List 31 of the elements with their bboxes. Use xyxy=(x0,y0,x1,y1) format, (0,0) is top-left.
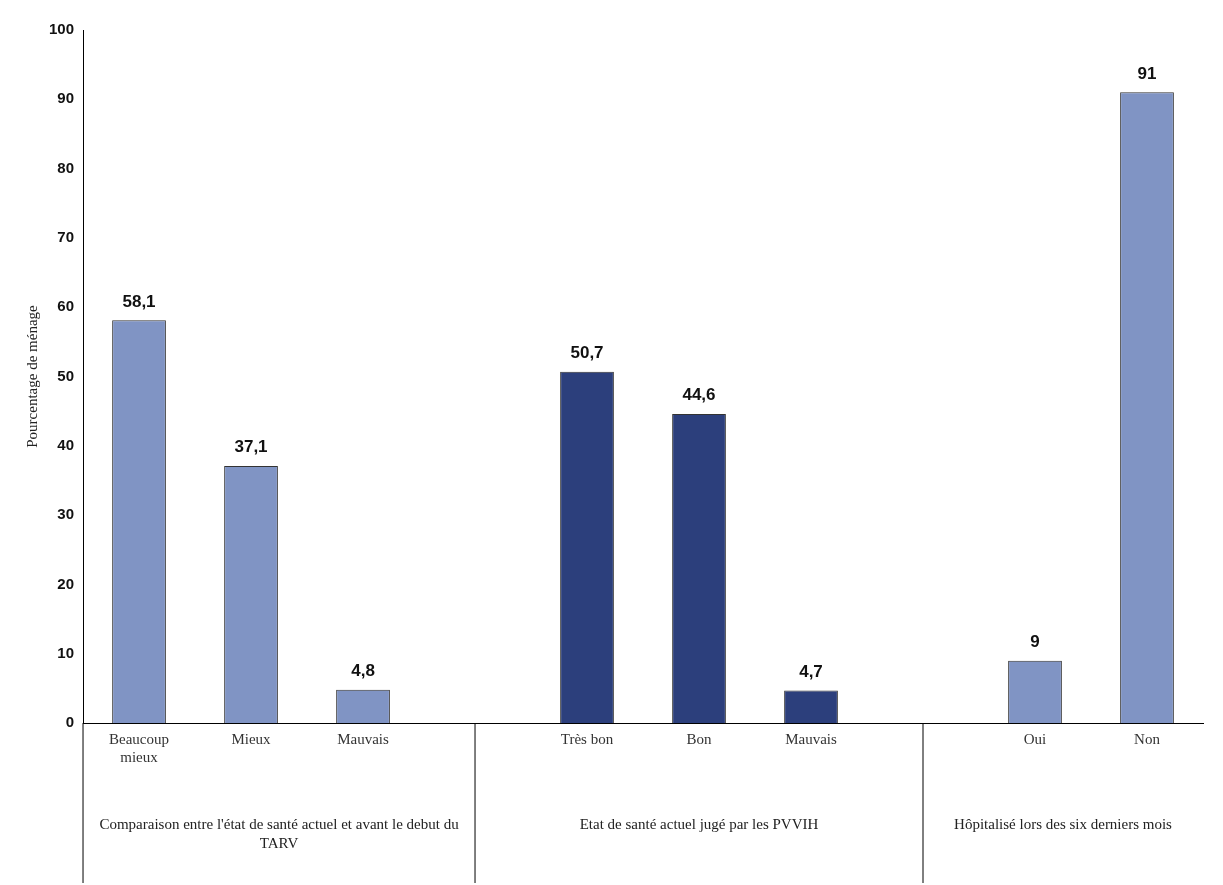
y-tick-label: 20 xyxy=(57,574,75,592)
y-tick-label: 50 xyxy=(57,366,75,384)
x-tick-label: Bon xyxy=(686,730,713,747)
text: Etat de santé actuel jugé par les PVVIH xyxy=(579,816,819,833)
data-label: 37,1 xyxy=(234,437,268,457)
text: Hôpitalisé lors des six derniers mois xyxy=(954,816,1173,833)
x-tick-label: Beaucoup mieux xyxy=(109,730,170,765)
text: Comparaison entre l'état de santé actuel et avant le debut du TARV xyxy=(99,816,460,852)
x-tick-label: Non xyxy=(1134,730,1161,747)
x-tick-label: Mauvais xyxy=(337,730,389,747)
data-label: 4,8 xyxy=(351,660,375,680)
y-tick-label: 0 xyxy=(65,713,75,731)
y-axis-title: Pourcentage de ménage xyxy=(23,304,40,448)
y-tick-label: 40 xyxy=(57,435,75,453)
x-tick-label: Mauvais xyxy=(785,730,837,747)
data-label: 4,7 xyxy=(799,661,823,681)
data-label: 44,6 xyxy=(682,385,716,405)
data-label: 9 xyxy=(1030,631,1040,651)
y-tick-label: 80 xyxy=(57,158,75,176)
data-label: 91 xyxy=(1137,63,1157,83)
x-tick-label: Mieux xyxy=(231,730,272,747)
data-label: 58,1 xyxy=(122,291,156,311)
y-tick-label: 70 xyxy=(57,228,75,246)
y-tick-label: 30 xyxy=(57,505,75,523)
y-tick-label: 10 xyxy=(57,643,75,661)
y-tick-label: 60 xyxy=(57,297,75,315)
x-tick-label: Très bon xyxy=(560,730,614,747)
x-tick-label: Oui xyxy=(1023,730,1047,747)
y-tick-label: 90 xyxy=(57,89,75,107)
data-label: 50,7 xyxy=(570,342,604,362)
y-tick-label: 100 xyxy=(49,20,75,38)
